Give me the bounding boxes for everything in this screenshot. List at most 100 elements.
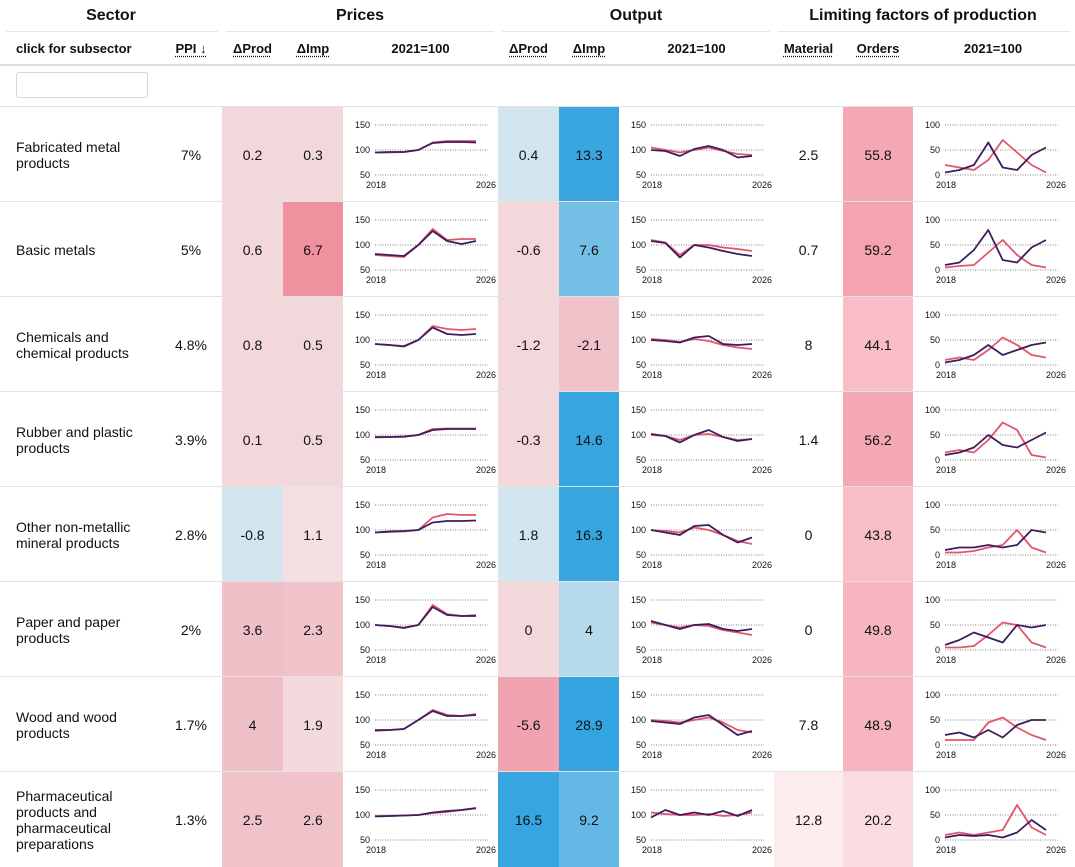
price-dimp-cell: 0.5 xyxy=(283,297,343,392)
series-a-line xyxy=(374,325,477,347)
sector-name[interactable]: Basic metals xyxy=(0,202,160,297)
y-tick-label: 50 xyxy=(636,455,646,465)
orders-cell: 49.8 xyxy=(843,582,913,677)
y-tick-label: 50 xyxy=(360,170,370,180)
price-dprod-cell: 0.1 xyxy=(222,392,283,487)
sector-name-label[interactable]: Pharmaceutical products and pharmaceutic… xyxy=(16,787,113,852)
sector-filter-input[interactable] xyxy=(17,73,147,97)
sector-name[interactable]: Other non-metallic mineral products xyxy=(0,487,160,582)
series-b-line xyxy=(650,620,753,632)
y-tick-label: 150 xyxy=(355,215,370,225)
col-header-output-dprod[interactable]: ΔProd xyxy=(498,32,559,64)
y-tick-label: 150 xyxy=(631,215,646,225)
sector-filter[interactable] xyxy=(16,72,148,98)
out-dprod-cell: 16.5 xyxy=(498,772,559,867)
price-dimp-cell: 0.3 xyxy=(283,107,343,202)
ppi-value: 2% xyxy=(180,621,202,638)
col-header-price-dimp-label[interactable]: ΔImp xyxy=(296,40,330,56)
col-header-ppi-sort[interactable]: PPI ↓ xyxy=(160,32,222,64)
series-b-line xyxy=(375,428,476,438)
sector-name-label[interactable]: Chemicals and chemical products xyxy=(16,328,129,361)
series-a-line xyxy=(650,239,753,256)
x-tick-label: 2026 xyxy=(1046,370,1066,380)
sector-name[interactable]: Paper and paper products xyxy=(0,582,160,677)
x-tick-label: 2018 xyxy=(642,560,662,570)
sector-name[interactable]: Fabricated metal products xyxy=(0,107,160,202)
y-tick-label: 150 xyxy=(355,405,370,415)
material-cell: 0 xyxy=(774,487,843,582)
x-tick-label: 2026 xyxy=(752,845,772,855)
series-a-line xyxy=(650,338,753,350)
y-tick-label: 0 xyxy=(935,645,940,655)
sector-name[interactable]: Rubber and plastic products xyxy=(0,392,160,487)
sector-name-label[interactable]: Fabricated metal products xyxy=(16,138,121,171)
sector-name[interactable]: Pharmaceutical products and pharmaceutic… xyxy=(0,772,160,867)
series-b-line xyxy=(650,240,753,259)
col-header-output-dimp-label[interactable]: ΔImp xyxy=(572,40,606,56)
series-b-line xyxy=(374,141,477,154)
sector-name-label[interactable]: Basic metals xyxy=(16,241,96,258)
col-header-output-dimp[interactable]: ΔImp xyxy=(559,32,619,64)
group-divider xyxy=(778,31,1070,32)
series-a-line xyxy=(650,716,753,734)
col-header-subsector-label: click for subsector xyxy=(16,40,132,56)
y-tick-label: 50 xyxy=(636,550,646,560)
series-b-line xyxy=(374,230,477,257)
material-cell: 2.5 xyxy=(774,107,843,202)
y-tick-label: 100 xyxy=(631,240,646,250)
x-tick-label: 2018 xyxy=(366,560,386,570)
col-header-material-label[interactable]: Material xyxy=(783,40,834,56)
group-header-sector: Sector xyxy=(86,7,136,24)
col-header-orders-label[interactable]: Orders xyxy=(856,40,900,56)
col-header-output-dprod-label[interactable]: ΔProd xyxy=(509,40,548,56)
series-b-line xyxy=(650,809,753,819)
col-header-price-dprod-label[interactable]: ΔProd xyxy=(233,40,272,56)
col-header-orders[interactable]: Orders xyxy=(843,32,913,64)
series-b-line xyxy=(374,519,477,534)
y-tick-label: 100 xyxy=(631,335,646,345)
series-b-line xyxy=(650,524,753,544)
out-dprod-cell: -5.6 xyxy=(498,677,559,772)
x-tick-label: 2026 xyxy=(476,465,496,475)
y-tick-label: 50 xyxy=(930,430,940,440)
col-header-ppi-label[interactable]: PPI ↓ xyxy=(175,40,207,56)
x-tick-label: 2026 xyxy=(752,275,772,285)
col-header-price-dimp[interactable]: ΔImp xyxy=(283,32,343,64)
row-divider xyxy=(0,391,1075,392)
x-tick-label: 2026 xyxy=(1046,465,1066,475)
col-header-price-dprod[interactable]: ΔProd xyxy=(222,32,283,64)
sector-name-label[interactable]: Paper and paper products xyxy=(16,613,121,646)
x-tick-label: 2018 xyxy=(936,180,956,190)
out-dimp-cell: 13.3 xyxy=(559,107,619,202)
sector-name[interactable]: Wood and wood products xyxy=(0,677,160,772)
row-divider xyxy=(0,201,1075,202)
x-tick-label: 2026 xyxy=(476,845,496,855)
sector-name-label[interactable]: Rubber and plastic products xyxy=(16,423,133,456)
x-tick-label: 2018 xyxy=(366,370,386,380)
x-tick-label: 2026 xyxy=(752,370,772,380)
y-tick-label: 100 xyxy=(925,690,940,700)
sector-name[interactable]: Chemicals and chemical products xyxy=(0,297,160,392)
y-tick-label: 50 xyxy=(930,335,940,345)
x-tick-label: 2026 xyxy=(1046,560,1066,570)
y-tick-label: 150 xyxy=(355,785,370,795)
series-b-line xyxy=(374,606,476,629)
y-tick-label: 100 xyxy=(631,810,646,820)
col-header-material[interactable]: Material xyxy=(774,32,843,64)
sector-name-label[interactable]: Wood and wood products xyxy=(16,708,117,741)
price-dprod-cell: 3.6 xyxy=(222,582,283,677)
orders-cell: 56.2 xyxy=(843,392,913,487)
out-dimp-cell: 7.6 xyxy=(559,202,619,297)
x-tick-label: 2018 xyxy=(366,750,386,760)
orders-cell: 43.8 xyxy=(843,487,913,582)
sector-name-label[interactable]: Other non-metallic mineral products xyxy=(16,518,131,551)
y-tick-label: 50 xyxy=(636,170,646,180)
y-tick-label: 100 xyxy=(631,430,646,440)
y-tick-label: 100 xyxy=(631,145,646,155)
